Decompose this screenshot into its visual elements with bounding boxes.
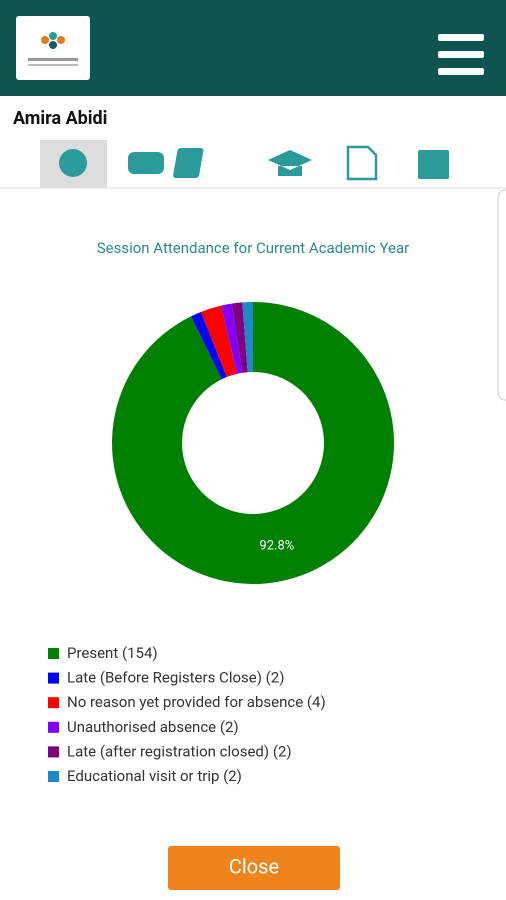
slice-label: 92.8% [259,539,294,554]
legend-label: No reason yet provided for absence (4) [67,693,326,711]
legend-swatch [48,648,59,659]
donut-chart: 92.8% [112,302,395,584]
legend-label: Late (after registration closed) (2) [67,742,292,760]
tab-homework[interactable] [173,148,204,178]
close-label: Close [229,854,279,878]
chart-title: Session Attendance for Current Academic … [97,239,410,257]
slice [112,302,395,584]
tab-grades[interactable] [268,150,312,176]
legend-swatch [48,771,59,782]
slice [191,311,227,380]
slice [242,302,253,373]
tab-attendance[interactable] [59,149,87,177]
legend-label: Educational visit or trip (2) [67,767,242,785]
menu-button[interactable] [438,34,484,75]
close-button[interactable] [168,846,340,890]
scroll-edge [497,189,506,401]
legend-label: Unauthorised absence (2) [67,718,239,736]
slice [221,303,243,374]
tab-icons [59,145,449,181]
legend-label: Late (Before Registers Close) (2) [67,669,284,687]
legend-swatch [48,721,59,733]
legend-swatch [48,746,59,758]
student-name: Amira Abidi [13,108,107,129]
slice [231,302,248,373]
tab-calendar[interactable] [418,150,449,179]
slice [200,305,238,378]
legend: Present (154) Late (Before Registers Clos… [48,644,326,785]
legend-label: Present (154) [67,644,158,662]
tab-timetable[interactable] [128,152,164,174]
logo-mark [28,32,78,66]
legend-swatch [48,672,59,684]
legend-swatch [48,697,59,709]
tab-reports[interactable] [346,145,378,181]
